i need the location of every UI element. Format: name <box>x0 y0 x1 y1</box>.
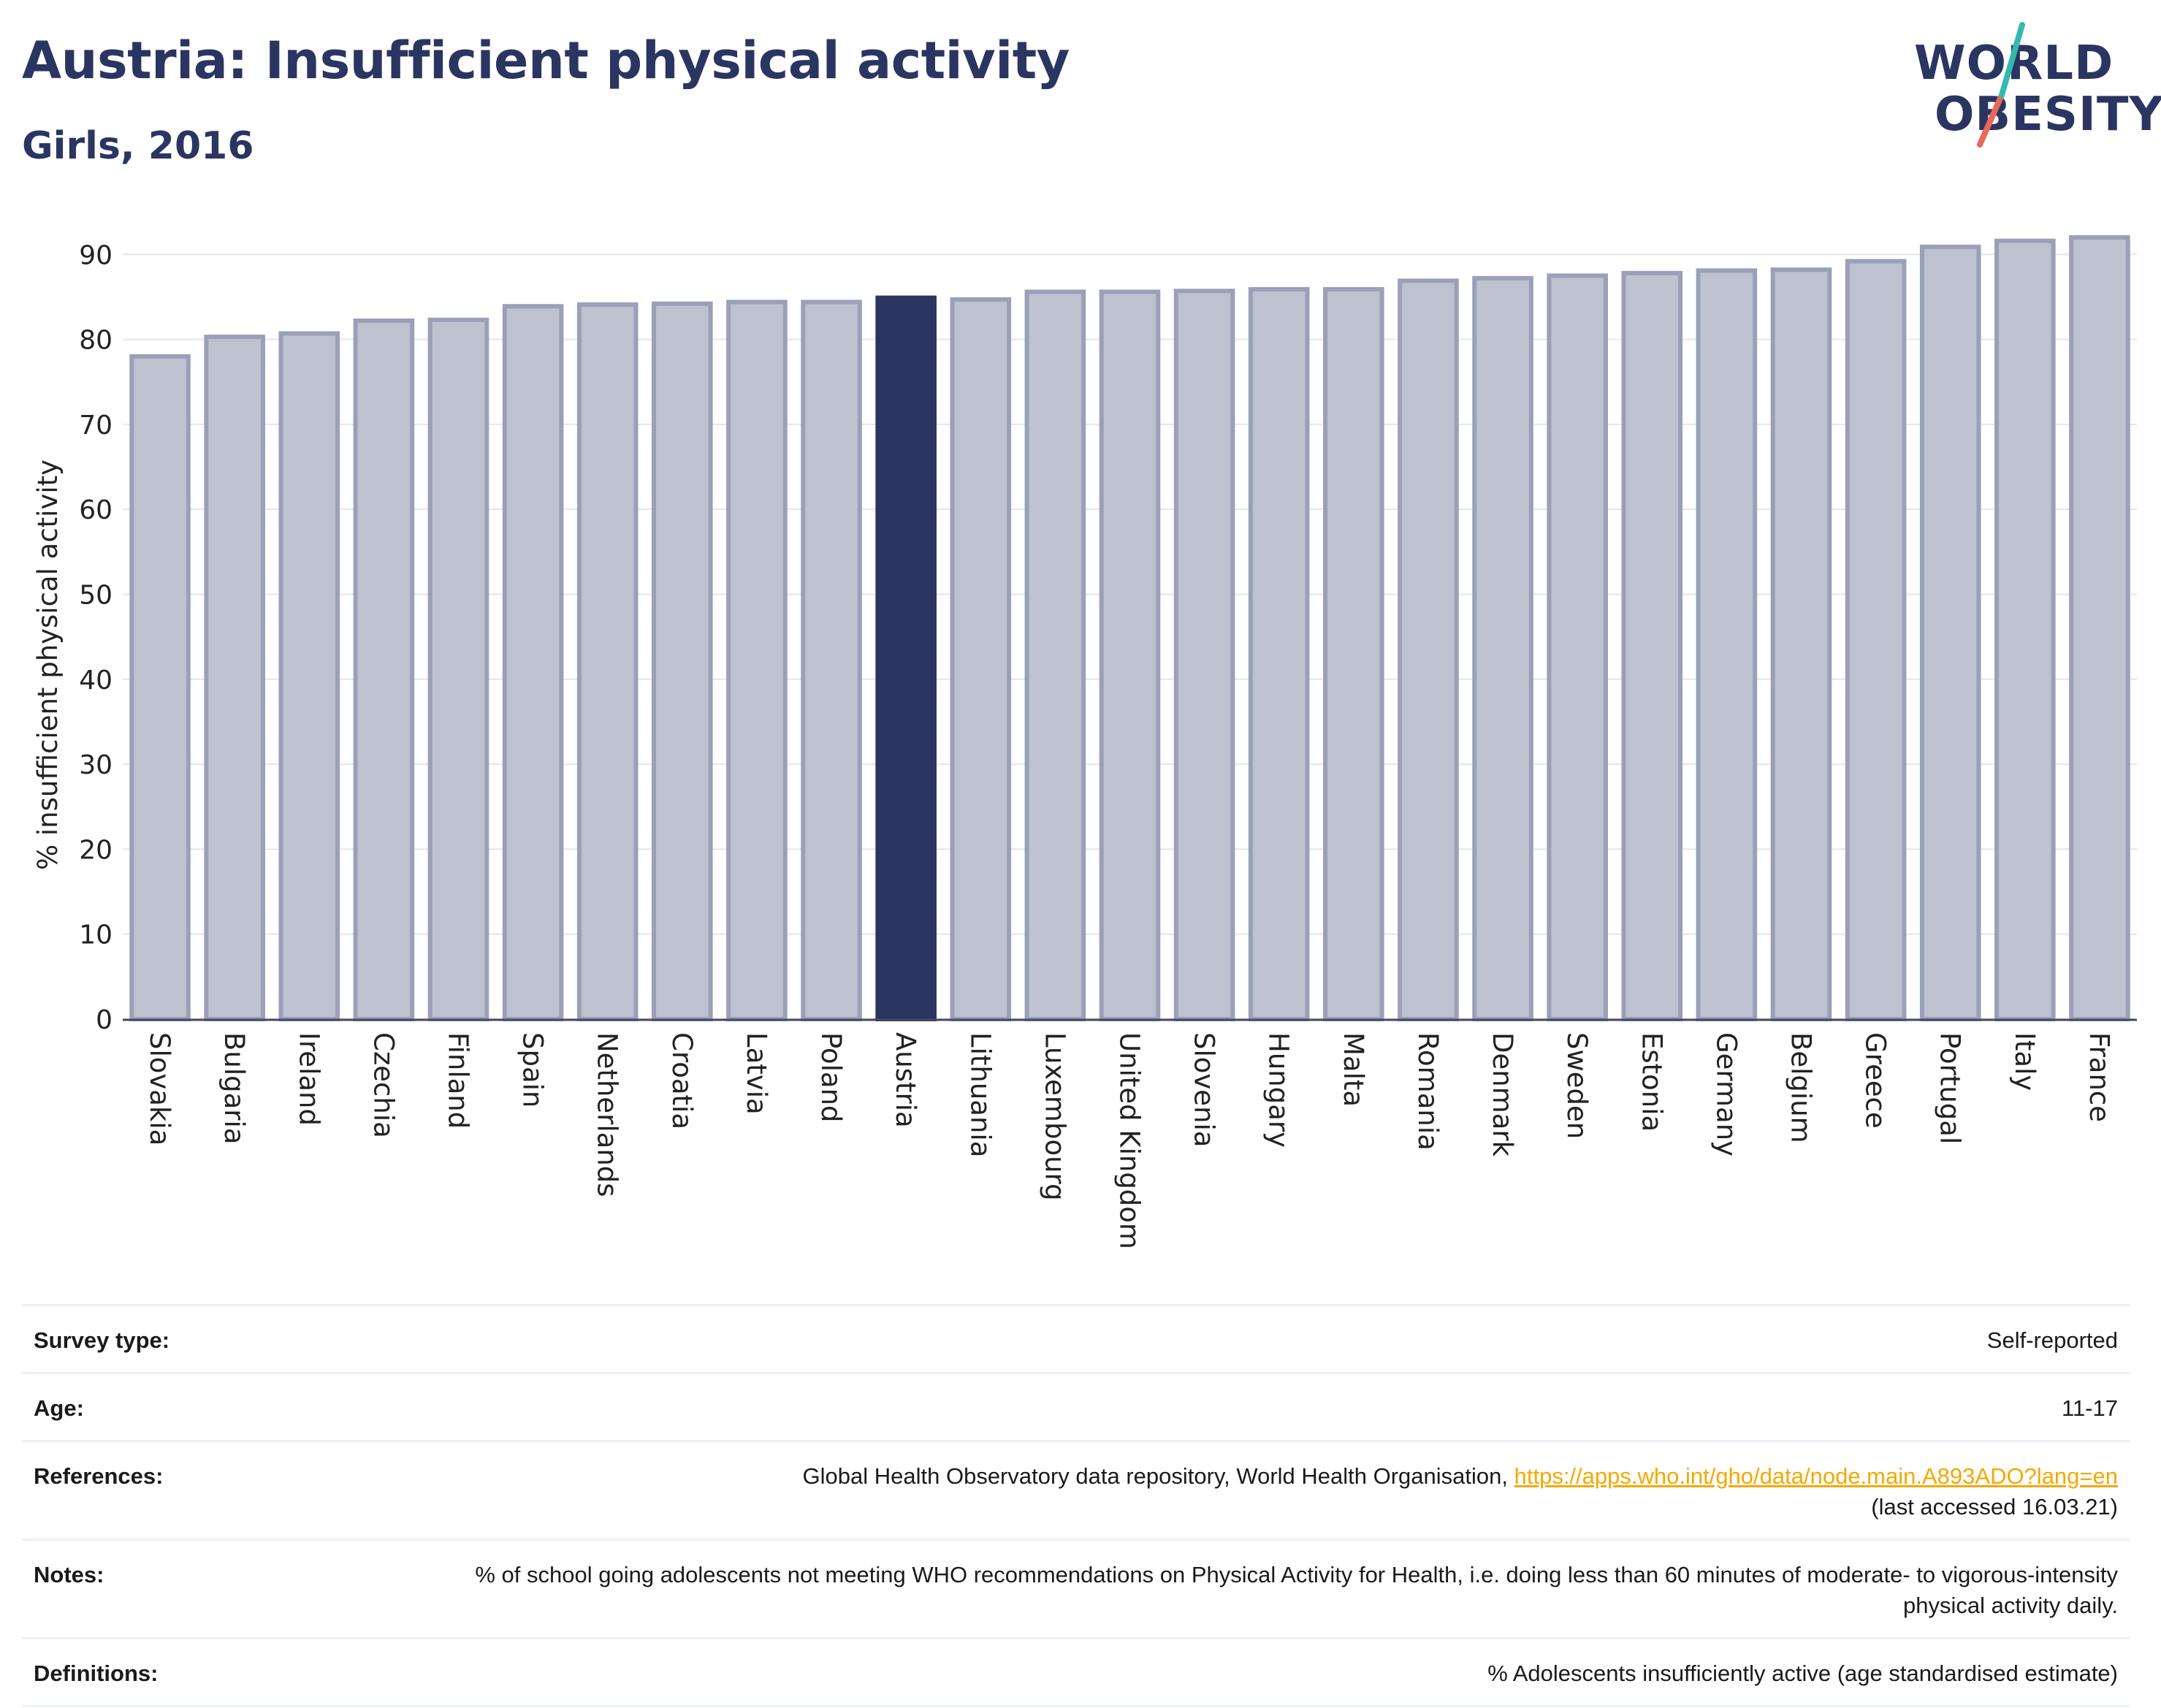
x-tick-label: Poland <box>815 1032 847 1123</box>
x-tick-label: United Kingdom <box>1114 1032 1146 1249</box>
x-tick-label: Greece <box>1860 1032 1891 1129</box>
bar-ireland <box>278 331 340 1022</box>
y-tick-label: 80 <box>79 326 113 356</box>
y-tick-label: 40 <box>79 666 113 695</box>
y-tick-labels: 0 10 20 30 40 50 60 70 80 90 <box>79 240 113 1035</box>
x-tick-label: Luxembourg <box>1039 1032 1070 1201</box>
age-value: 11-17 <box>2062 1395 2118 1421</box>
x-tick-label: Belgium <box>1785 1032 1817 1143</box>
x-tick-labels: Slovakia Bulgaria Ireland Czechia Finland Spa… <box>144 1032 2115 1249</box>
bar-croatia <box>652 301 713 1021</box>
bar-portugal <box>1919 244 1981 1022</box>
x-tick-label: Austria <box>890 1032 921 1128</box>
references-link[interactable]: https://apps.who.int/gho/data/node.main.… <box>1514 1463 2118 1489</box>
bar-malta <box>1323 286 1384 1021</box>
x-tick-label: Sweden <box>1561 1032 1593 1139</box>
bar-bulgaria <box>204 335 265 1021</box>
bar-luxembourg <box>1024 289 1086 1022</box>
page-title: Austria: Insufficient physical activity <box>22 31 1070 91</box>
x-tick-label: Croatia <box>666 1032 698 1129</box>
x-tick-label: Denmark <box>1487 1032 1518 1157</box>
info-row-notes: Notes: % of school going adolescents not… <box>22 1539 2130 1637</box>
y-tick-label: 10 <box>79 920 113 950</box>
references-accessed: (last accessed 16.03.21) <box>1871 1494 2118 1520</box>
info-row-age: Age: 11-17 <box>22 1372 2130 1440</box>
references-label: References: <box>34 1463 164 1489</box>
references-text: Global Health Observatory data repositor… <box>802 1463 1514 1489</box>
bar-spain <box>502 304 564 1021</box>
y-tick-label: 50 <box>79 580 113 610</box>
bar-greece <box>1845 259 1907 1022</box>
survey-label: Survey type: <box>34 1327 170 1353</box>
x-tick-label: Netherlands <box>592 1032 623 1197</box>
x-tick-label: Estonia <box>1636 1032 1667 1132</box>
x-tick-label: Lithuania <box>964 1032 996 1157</box>
bar-latvia <box>726 300 788 1022</box>
bar-lithuania <box>950 297 1012 1022</box>
info-row-definitions: Definitions: % Adolescents insufficientl… <box>22 1637 2130 1707</box>
x-tick-label: Spain <box>517 1032 549 1107</box>
bar-france <box>2069 235 2130 1021</box>
y-axis-title: % insufficient physical activity <box>32 460 64 870</box>
bar-united-kingdom <box>1099 289 1161 1022</box>
x-tick-label: Finland <box>443 1032 474 1129</box>
x-tick-label: France <box>2084 1032 2115 1122</box>
x-tick-label: Romania <box>1412 1032 1444 1151</box>
y-tick-label: 90 <box>79 240 113 270</box>
bar-netherlands <box>576 302 639 1021</box>
x-tick-label: Ireland <box>293 1032 324 1126</box>
bar-italy <box>1994 238 2056 1021</box>
x-tick-label: Bulgaria <box>218 1032 250 1144</box>
x-tick-label: Malta <box>1338 1032 1369 1107</box>
definitions-value: % Adolescents insufficiently active (age… <box>1487 1661 2118 1686</box>
survey-value: Self-reported <box>1986 1327 2118 1353</box>
y-tick-label: 60 <box>79 495 113 525</box>
info-row-survey: Survey type: Self-reported <box>22 1304 2130 1372</box>
x-tick-label: Czechia <box>367 1032 399 1138</box>
bar-hungary <box>1248 286 1310 1021</box>
definitions-label: Definitions: <box>34 1661 159 1686</box>
page-subtitle: Girls, 2016 <box>22 124 254 168</box>
x-tick-label: Italy <box>2009 1032 2040 1091</box>
bar-romania <box>1398 278 1459 1021</box>
bar-slovenia <box>1173 289 1235 1022</box>
bar-germany <box>1696 268 1758 1022</box>
x-tick-label: Latvia <box>741 1032 772 1115</box>
bar-czechia <box>353 318 415 1021</box>
bar-poland <box>801 300 862 1022</box>
references-value: Global Health Observatory data repositor… <box>803 1461 2118 1522</box>
world-obesity-logo: WORLD OBESITY <box>1899 20 2161 152</box>
y-tick-label: 20 <box>79 835 113 865</box>
bar-austria <box>875 295 937 1021</box>
info-row-references: References: Global Health Observatory da… <box>22 1440 2130 1539</box>
y-tick-label: 30 <box>79 750 113 780</box>
y-tick-label: 70 <box>79 411 113 441</box>
x-tick-label: Slovenia <box>1189 1032 1220 1147</box>
bar-finland <box>427 317 489 1021</box>
x-tick-label: Germany <box>1710 1032 1742 1156</box>
notes-value: % of school going adolescents not meetin… <box>475 1562 2118 1618</box>
logo-text-line2: OBESITY <box>1935 88 2161 142</box>
info-table: Survey type: Self-reported Age: 11-17 Re… <box>22 1304 2130 1707</box>
x-tick-label: Slovakia <box>144 1032 175 1145</box>
x-tick-label: Hungary <box>1263 1032 1295 1148</box>
age-label: Age: <box>34 1395 84 1421</box>
y-tick-label: 0 <box>96 1005 113 1035</box>
bar-layer <box>129 235 2130 1022</box>
bar-slovakia <box>129 354 191 1021</box>
logo-slash-icon <box>1977 22 2025 148</box>
bar-estonia <box>1621 270 1683 1021</box>
bar-sweden <box>1547 273 1608 1021</box>
bar-belgium <box>1770 267 1832 1021</box>
notes-label: Notes: <box>34 1562 104 1587</box>
bar-chart: 0 10 20 30 40 50 60 70 80 90 Slovakia Bulgaria Irel… <box>32 235 2137 1249</box>
x-tick-label: Portugal <box>1935 1032 1966 1144</box>
bar-denmark <box>1472 275 1533 1021</box>
